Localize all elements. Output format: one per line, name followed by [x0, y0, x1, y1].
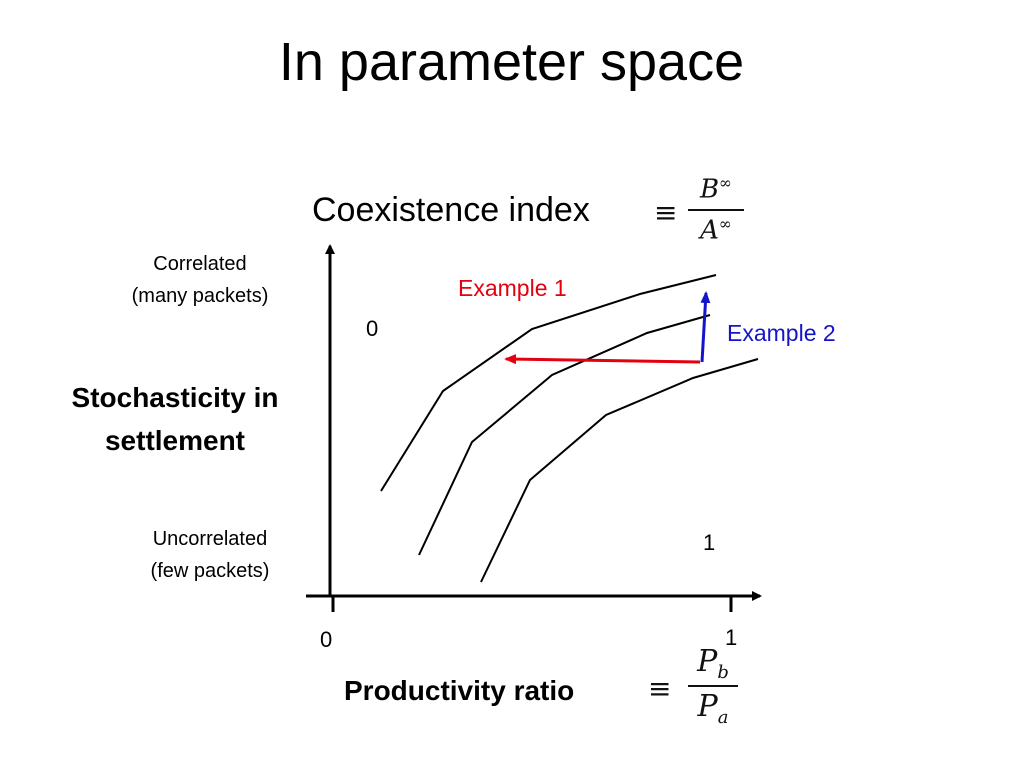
region-label-zero: 0 — [366, 316, 379, 341]
example-1-label: Example 1 — [458, 275, 567, 301]
example-2-arrow — [700, 291, 711, 363]
coexistence-equiv-sign: ≡ — [654, 196, 678, 229]
y-axis-bottom-label-line1: Uncorrelated — [152, 528, 268, 550]
y-axis-top-label: Correlated (many packets) — [100, 248, 300, 312]
coexistence-index-label: Coexistence index — [312, 191, 590, 229]
x-axis-label: Productivity ratio — [344, 675, 575, 706]
x-axis-tick-0: 0 — [320, 627, 333, 652]
contour-curve-3 — [480, 358, 759, 583]
productivity-fraction: Pb Pa — [688, 644, 738, 728]
productivity-numerator: Pb — [697, 644, 729, 683]
page-title: In parameter space — [278, 32, 745, 92]
y-axis-bottom-label: Uncorrelated (few packets) — [110, 523, 310, 587]
example-2-label: Example 2 — [727, 320, 836, 346]
productivity-equiv-sign: ≡ — [648, 672, 672, 705]
contour-curve-2 — [418, 314, 711, 556]
y-axis-top-label-line2: (many packets) — [131, 285, 269, 307]
y-axis-top-label-line1: Correlated — [153, 253, 247, 275]
productivity-fraction-bar — [688, 685, 738, 687]
coexistence-fraction-bar — [688, 208, 744, 211]
coexistence-numerator: B∞ — [699, 174, 733, 205]
y-axis-label: Stochasticity in settlement — [30, 376, 320, 462]
y-axis-label-line1: Stochasticity in — [71, 382, 279, 413]
coexistence-denominator: A∞ — [700, 214, 732, 246]
x-axis-tick-1: 1 — [725, 625, 738, 650]
y-axis-label-line2: settlement — [104, 425, 246, 456]
contour-curve-1 — [380, 274, 717, 492]
example-1-arrow — [504, 354, 701, 365]
region-label-one: 1 — [703, 530, 716, 555]
y-axis-bottom-label-line2: (few packets) — [150, 560, 270, 582]
productivity-denominator: Pa — [697, 689, 729, 728]
coexistence-fraction: B∞ A∞ — [688, 174, 744, 245]
